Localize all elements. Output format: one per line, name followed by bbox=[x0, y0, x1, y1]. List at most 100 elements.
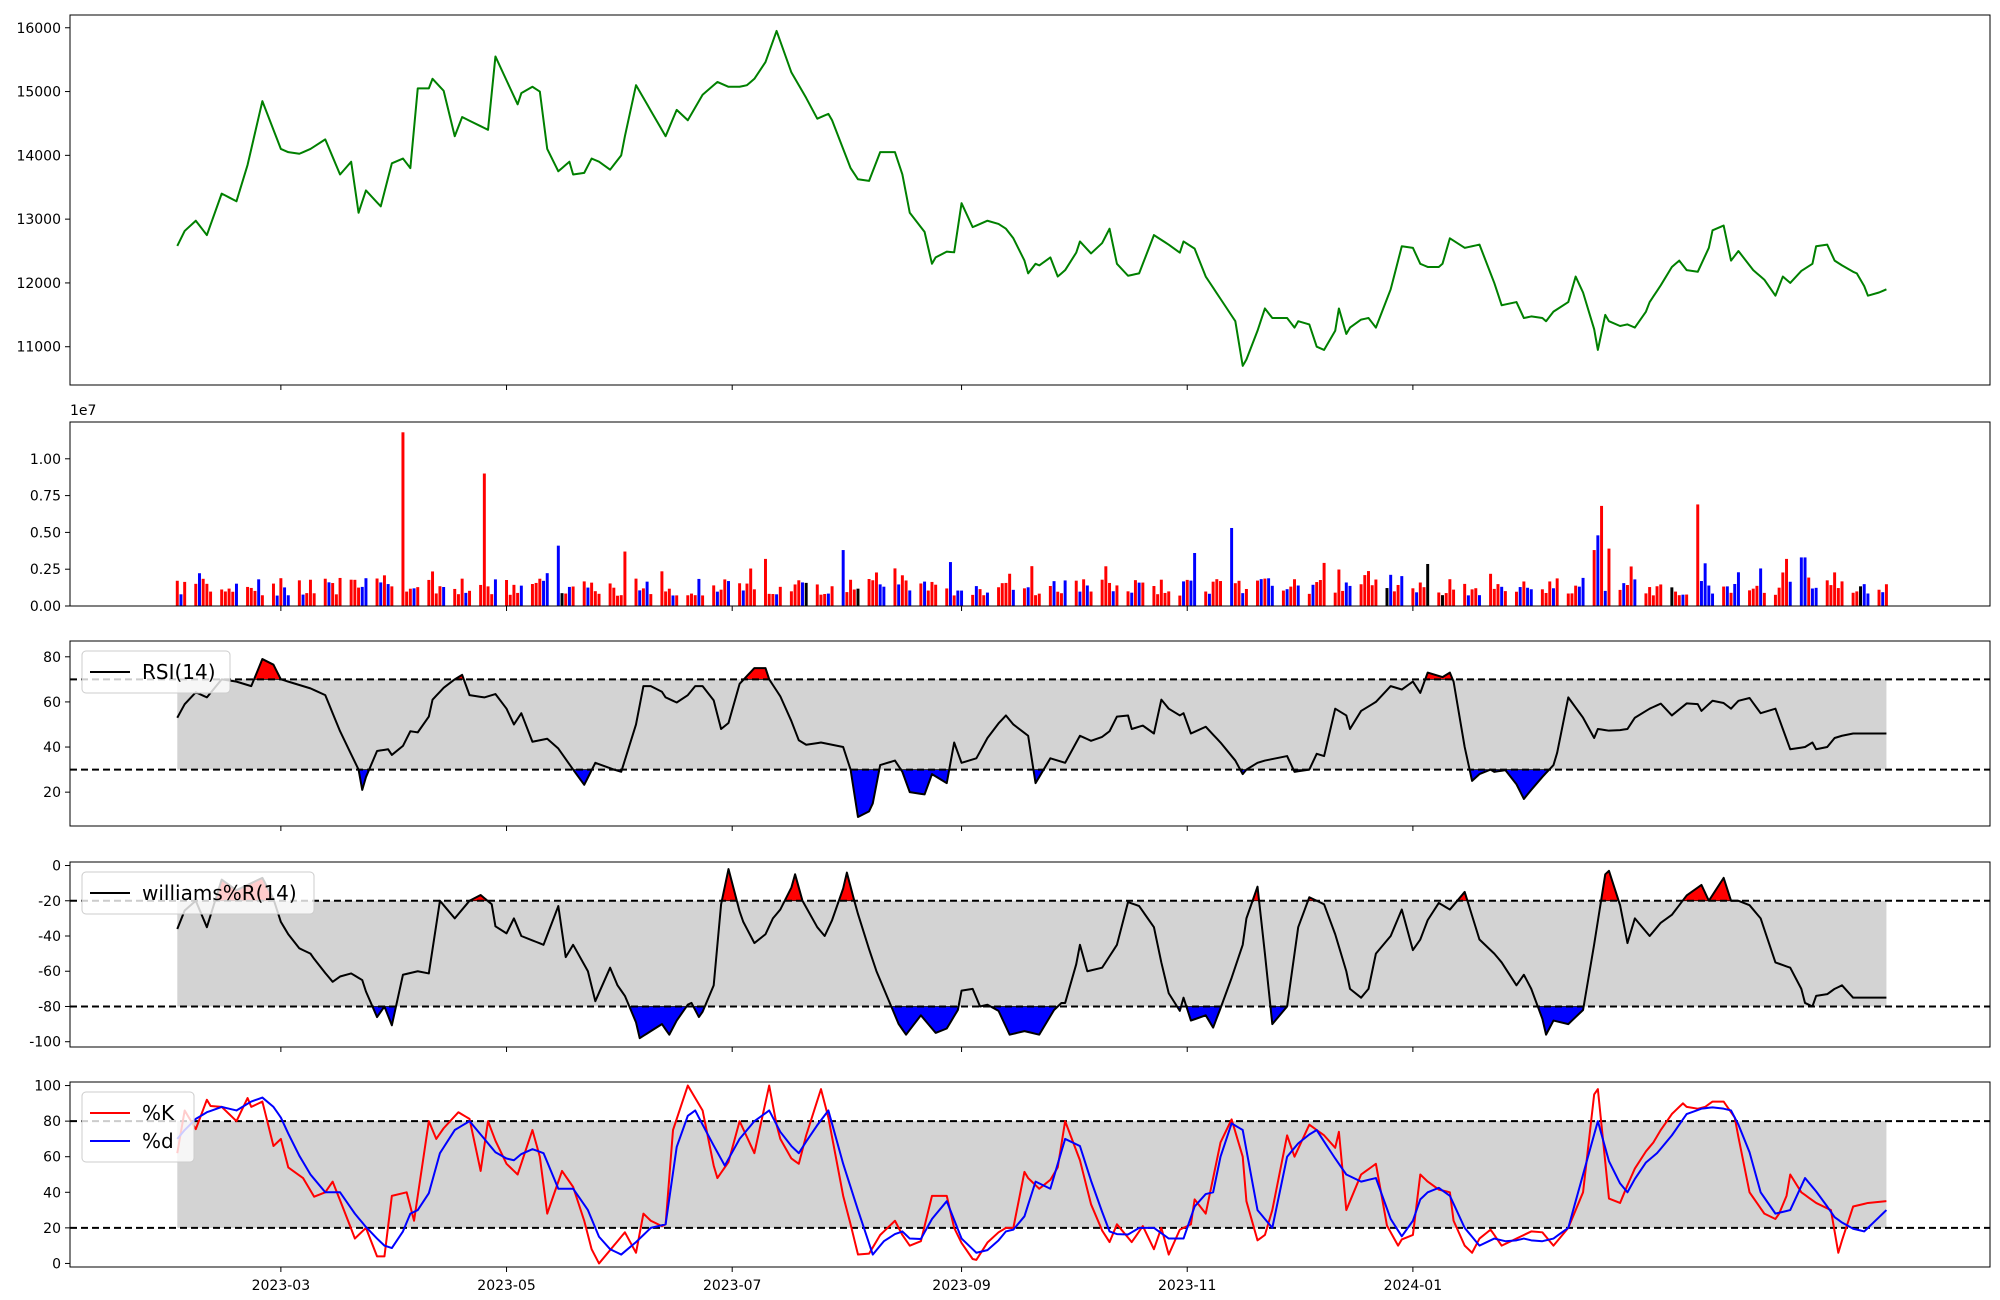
volume-bar bbox=[715, 591, 719, 606]
volume-bar bbox=[442, 587, 446, 606]
volume-bar bbox=[1655, 586, 1659, 606]
volume-bar bbox=[1296, 585, 1300, 606]
williams-frame bbox=[69, 861, 1991, 1048]
volume-bar bbox=[956, 590, 960, 606]
volume-bar bbox=[897, 584, 901, 606]
volume-bar bbox=[1444, 593, 1448, 606]
volume-bar bbox=[1285, 589, 1289, 606]
volume-bar bbox=[1030, 566, 1034, 606]
volume-bar bbox=[638, 590, 642, 606]
volume-bar bbox=[660, 571, 664, 606]
volume-bar bbox=[1211, 581, 1215, 606]
volume-bar bbox=[948, 562, 952, 606]
volume-bar bbox=[1866, 593, 1870, 606]
volume-bar bbox=[1367, 571, 1370, 606]
volume-ytick-label: 0.75 bbox=[30, 489, 61, 505]
volume-bar bbox=[1707, 585, 1711, 606]
volume-bar bbox=[1581, 577, 1585, 606]
volume-bar bbox=[353, 579, 357, 606]
volume-bar bbox=[960, 590, 964, 606]
volume-bar bbox=[1074, 580, 1078, 606]
volume-bar bbox=[1022, 588, 1026, 606]
volume-bar bbox=[1674, 591, 1678, 606]
volume-bar bbox=[764, 558, 767, 606]
volume-bar bbox=[1773, 594, 1777, 606]
volume-bar bbox=[338, 577, 342, 606]
volume-bar bbox=[982, 595, 986, 606]
williams-band-shading bbox=[177, 900, 1887, 1007]
volume-bar bbox=[978, 589, 982, 606]
volume-bar bbox=[279, 578, 283, 606]
volume-bar bbox=[1115, 585, 1119, 606]
volume-bar bbox=[1503, 591, 1507, 606]
volume-bar bbox=[852, 589, 856, 606]
volume-bar bbox=[249, 587, 253, 606]
volume-bar bbox=[412, 588, 416, 606]
price-ytick-label: 12000 bbox=[16, 276, 61, 292]
volume-bar bbox=[985, 592, 989, 606]
price-ytick-label: 11000 bbox=[16, 340, 61, 356]
volume-bar bbox=[1189, 580, 1193, 606]
volume-bar bbox=[534, 582, 538, 606]
volume-bar bbox=[1126, 591, 1130, 606]
volume-bar bbox=[934, 584, 938, 606]
volume-bar bbox=[538, 578, 542, 606]
volume-bar bbox=[767, 593, 771, 606]
volume-bar bbox=[771, 594, 775, 606]
volume-bar bbox=[427, 579, 431, 606]
volume-bar bbox=[1762, 592, 1766, 606]
volume-bar bbox=[641, 588, 645, 606]
volume-bar bbox=[227, 588, 231, 606]
volume-bar bbox=[1341, 590, 1345, 606]
volume-bar bbox=[386, 584, 390, 606]
volume-bar bbox=[819, 594, 823, 606]
volume-bar bbox=[223, 591, 227, 606]
volume-bar bbox=[1500, 586, 1504, 606]
volume-bar bbox=[1555, 578, 1559, 606]
volume-bar bbox=[1233, 583, 1237, 606]
volume-bar bbox=[908, 590, 912, 606]
volume-bar bbox=[1363, 575, 1367, 606]
volume-bar bbox=[1011, 589, 1015, 606]
volume-bar bbox=[1441, 595, 1444, 606]
volume-bar bbox=[919, 583, 923, 606]
volume-bar bbox=[1788, 581, 1792, 606]
volume-bar bbox=[516, 592, 520, 606]
stochastic-ytick-label: 100 bbox=[34, 1079, 61, 1095]
volume-bar bbox=[1703, 563, 1707, 606]
volume-bar bbox=[1344, 582, 1348, 606]
volume-bar bbox=[1281, 590, 1285, 606]
volume-bar bbox=[1193, 553, 1197, 606]
volume-bar bbox=[845, 592, 849, 606]
volume-bar bbox=[930, 581, 934, 606]
stochastic-ytick-label: 40 bbox=[43, 1185, 61, 1201]
volume-bar bbox=[1219, 581, 1222, 606]
volume-bar bbox=[460, 578, 464, 606]
volume-bar bbox=[1592, 550, 1596, 606]
volume-bar bbox=[741, 590, 745, 606]
volume-bar bbox=[952, 595, 956, 606]
stochastic-panel: 0 20 40 60 80 100 %K %d bbox=[34, 1079, 1991, 1272]
volume-bar bbox=[390, 586, 394, 606]
volume-bar bbox=[1755, 585, 1759, 606]
volume-bar bbox=[1781, 572, 1785, 606]
volume-bar bbox=[1415, 592, 1419, 606]
volume-bar bbox=[1825, 580, 1829, 606]
volume-bar bbox=[1855, 591, 1859, 606]
volume-bar bbox=[775, 594, 779, 606]
volume-bar bbox=[375, 578, 379, 606]
volume-bar bbox=[1026, 587, 1030, 606]
volume-bar bbox=[974, 586, 978, 606]
volume-bar bbox=[723, 579, 727, 606]
stochastic-legend-label: %d bbox=[142, 1129, 174, 1153]
stochastic-frame bbox=[69, 1081, 1991, 1268]
williams-ytick-label: -80 bbox=[38, 999, 61, 1015]
williams-oversold-fill bbox=[371, 1006, 1585, 1039]
volume-bar bbox=[234, 583, 238, 606]
volume-bar bbox=[1725, 586, 1729, 606]
volume-bar bbox=[826, 593, 830, 606]
volume-bar bbox=[1311, 584, 1315, 606]
volume-bar bbox=[1137, 582, 1141, 606]
volume-bar bbox=[456, 594, 460, 606]
